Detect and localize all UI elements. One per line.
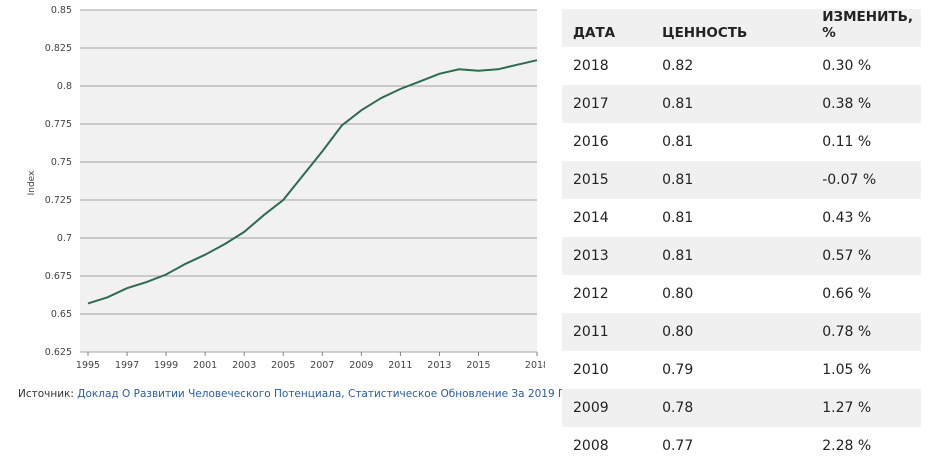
table-row: 2010 0.79 1.05 %	[562, 351, 921, 389]
cell-date: 2016	[562, 123, 652, 161]
cell-value: 0.81	[651, 85, 812, 123]
x-tick-label: 1997	[115, 360, 139, 371]
cell-date: 2013	[562, 237, 652, 275]
cell-change: 0.57 %	[811, 237, 921, 275]
cell-value: 0.81	[651, 123, 812, 161]
cell-change: 0.78 %	[811, 313, 921, 351]
table-row: 2016 0.81 0.11 %	[562, 123, 921, 161]
cell-change: 0.66 %	[811, 275, 921, 313]
cell-value: 0.81	[651, 237, 812, 275]
x-tick-label: 2007	[310, 360, 334, 371]
grid-lines	[80, 9, 537, 353]
y-axis-ticks: 0.625 0.65 0.675 0.7 0.725 0.75 0.775 0.8 0.825 0…	[45, 5, 72, 358]
y-tick-label: 0.75	[51, 157, 72, 168]
table-row: 2015 0.81 -0.07 %	[562, 161, 921, 199]
x-tick-label: 2009	[349, 360, 373, 371]
cell-date: 2010	[562, 351, 652, 389]
table-row: 2008 0.77 2.28 %	[562, 427, 921, 465]
y-tick-label: 0.725	[45, 195, 72, 206]
x-tick-label: 2003	[232, 360, 256, 371]
table-header-row: ДАТА ЦЕННОСТЬ ИЗМЕНИТЬ, %	[562, 9, 921, 47]
x-tick-label: 2018	[525, 360, 545, 371]
cell-date: 2017	[562, 85, 652, 123]
cell-value: 0.81	[651, 161, 812, 199]
y-tick-label: 0.7	[57, 233, 72, 244]
cell-date: 2009	[562, 389, 652, 427]
table-row: 2012 0.80 0.66 %	[562, 275, 921, 313]
column-header-change[interactable]: ИЗМЕНИТЬ, %	[811, 9, 921, 47]
cell-value: 0.80	[651, 313, 812, 351]
x-tick-label: 2015	[466, 360, 490, 371]
cell-change: -0.07 %	[811, 161, 921, 199]
table-row: 2018 0.82 0.30 %	[562, 47, 921, 85]
table-row: 2011 0.80 0.78 %	[562, 313, 921, 351]
y-tick-label: 0.65	[51, 309, 72, 320]
cell-value: 0.82	[651, 47, 812, 85]
table-row: 2017 0.81 0.38 %	[562, 85, 921, 123]
line-chart: 0.625 0.65 0.675 0.7 0.725 0.75 0.775 0.8 0.825 0…	[27, 5, 545, 371]
y-tick-label: 0.825	[45, 43, 72, 54]
cell-change: 0.43 %	[811, 199, 921, 237]
y-tick-label: 0.8	[57, 81, 72, 92]
table-row: 2013 0.81 0.57 %	[562, 237, 921, 275]
cell-value: 0.81	[651, 199, 812, 237]
y-tick-label: 0.625	[45, 347, 72, 358]
cell-value: 0.77	[651, 427, 812, 465]
cell-change: 0.11 %	[811, 123, 921, 161]
cell-date: 2012	[562, 275, 652, 313]
y-tick-label: 0.675	[45, 271, 72, 282]
data-table: ДАТА ЦЕННОСТЬ ИЗМЕНИТЬ, % 2018 0.82 0.30 %…	[562, 9, 921, 465]
cell-change: 1.05 %	[811, 351, 921, 389]
cell-change: 0.30 %	[811, 47, 921, 85]
column-header-value[interactable]: ЦЕННОСТЬ	[651, 9, 812, 47]
cell-value: 0.79	[651, 351, 812, 389]
cell-change: 1.27 %	[811, 389, 921, 427]
cell-date: 2011	[562, 313, 652, 351]
source-note: Источник: Доклад О Развитии Человеческог…	[18, 388, 578, 400]
table-row: 2014 0.81 0.43 %	[562, 199, 921, 237]
x-tick-label: 1995	[76, 360, 100, 371]
cell-date: 2018	[562, 47, 652, 85]
x-tick-label: 2013	[427, 360, 451, 371]
cell-value: 0.78	[651, 389, 812, 427]
column-header-date[interactable]: ДАТА	[562, 9, 652, 47]
cell-date: 2015	[562, 161, 652, 199]
cell-change: 0.38 %	[811, 85, 921, 123]
y-tick-label: 0.775	[45, 119, 72, 130]
source-link[interactable]: Доклад О Развитии Человеческого Потенциа…	[77, 388, 579, 400]
x-tick-label: 2001	[193, 360, 217, 371]
series-line	[87, 59, 538, 305]
x-axis-ticks: 1995 1997 1999 2001 2003 2005 2007 2009 2011 2013…	[76, 352, 545, 371]
cell-date: 2008	[562, 427, 652, 465]
cell-change: 2.28 %	[811, 427, 921, 465]
cell-date: 2014	[562, 199, 652, 237]
x-tick-label: 2005	[271, 360, 295, 371]
y-axis-label: Index	[27, 170, 37, 195]
plot-area	[80, 10, 537, 352]
y-tick-label: 0.85	[51, 5, 72, 16]
source-label: Источник:	[18, 388, 74, 400]
table-row: 2009 0.78 1.27 %	[562, 389, 921, 427]
cell-value: 0.80	[651, 275, 812, 313]
x-tick-label: 1999	[154, 360, 178, 371]
x-tick-label: 2011	[388, 360, 412, 371]
